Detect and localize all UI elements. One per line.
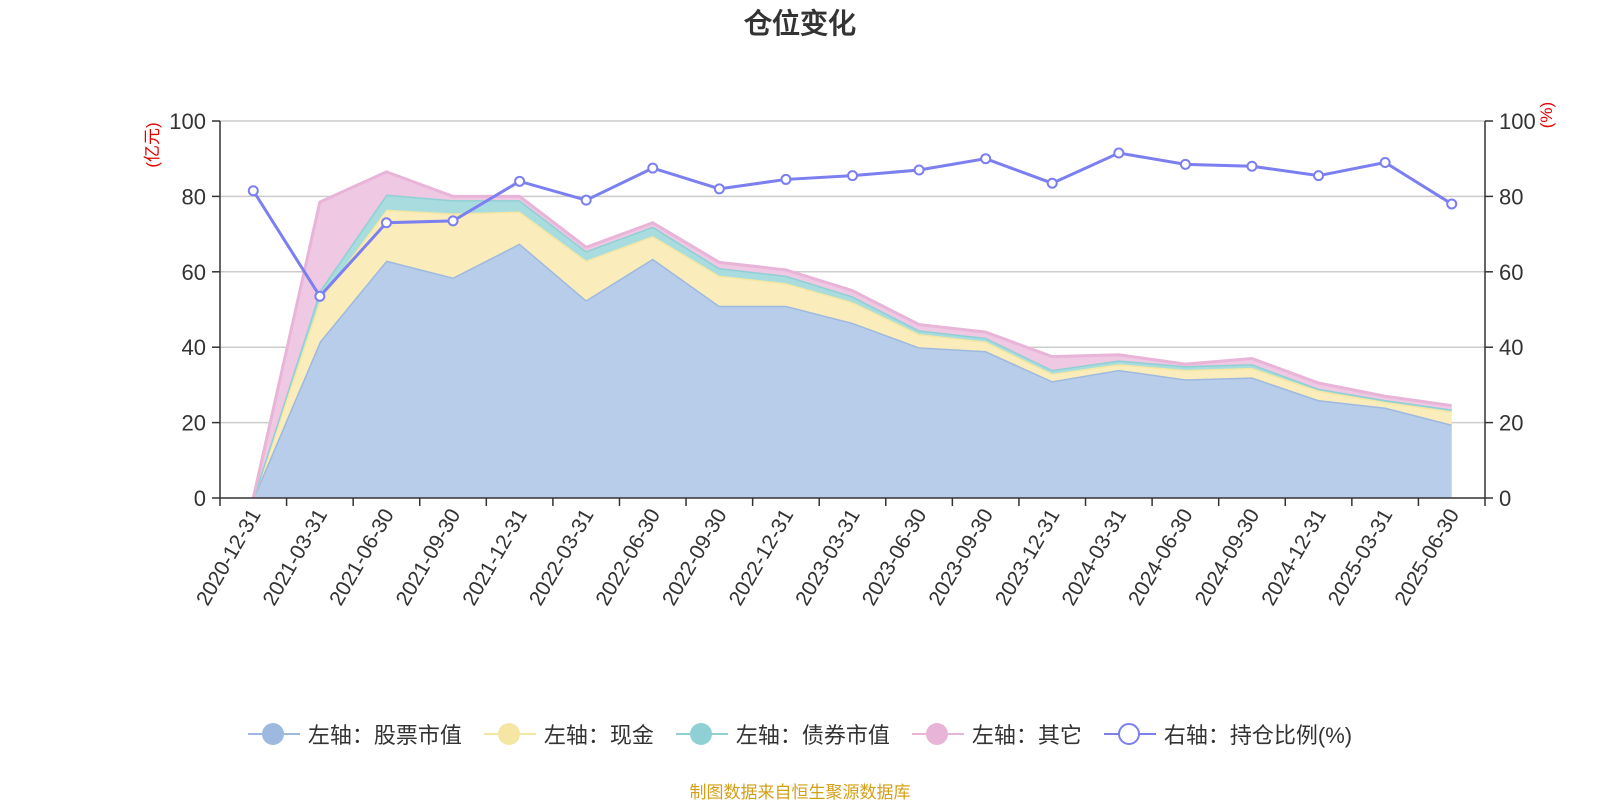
y-left-tick-label: 0: [194, 486, 206, 511]
ratio-point: [580, 194, 592, 206]
y-left-tick-label: 80: [182, 184, 206, 209]
x-tick-label: 2022-03-31: [525, 505, 599, 610]
ratio-point: [1313, 170, 1325, 182]
y-left-axis-label: (亿元): [143, 122, 162, 167]
legend-item[interactable]: 右轴：持仓比例(%): [1103, 718, 1353, 750]
ratio-point: [1379, 156, 1391, 168]
x-tick-label: 2023-12-31: [991, 505, 1065, 610]
area-edge: [251, 170, 1452, 499]
x-tick-label: 2023-03-31: [791, 505, 865, 610]
y-left-tick-label: 100: [169, 109, 206, 134]
ratio-point: [1113, 147, 1125, 159]
x-tick-label: 2022-09-30: [658, 505, 732, 610]
x-tick-label: 2020-12-31: [192, 505, 266, 610]
ratio-point: [1446, 198, 1458, 210]
ratio-point: [847, 170, 858, 182]
legend-label: 左轴：股票市值: [307, 723, 462, 748]
x-tick-label: 2023-09-30: [924, 505, 998, 610]
x-tick-label: 2025-03-31: [1324, 505, 1398, 610]
legend: 左轴：股票市值 左轴：现金 左轴：债券市值 左轴：其它 右轴：持仓比例(%): [0, 718, 1600, 750]
x-tick-label: 2023-06-30: [858, 505, 932, 610]
legend-swatch: [247, 721, 300, 747]
ratio-line-series: [247, 147, 1458, 302]
y-right-axis-label: (%): [1537, 102, 1556, 128]
legend-swatch: [675, 721, 728, 747]
legend-swatch: [483, 721, 536, 747]
ratio-point: [780, 173, 792, 185]
x-tick-label: 2022-12-31: [725, 505, 799, 610]
x-tick-label: 2021-12-31: [458, 505, 532, 610]
x-tick-label: 2024-06-30: [1124, 505, 1198, 610]
ratio-point: [380, 217, 392, 229]
ratio-point: [1246, 160, 1258, 172]
ratio-point: [647, 162, 659, 174]
y-right-tick-label: 80: [1499, 184, 1523, 209]
legend-swatch: [1103, 721, 1156, 747]
ratio-point: [447, 215, 459, 227]
legend-label: 右轴：持仓比例(%): [1163, 723, 1353, 748]
legend-swatch: [911, 721, 964, 747]
ratio-point: [980, 153, 992, 165]
legend-item[interactable]: 左轴：现金: [483, 718, 654, 750]
legend-item[interactable]: 左轴：债券市值: [675, 718, 890, 750]
legend-label: 左轴：现金: [543, 723, 654, 748]
y-left-tick-label: 20: [182, 411, 206, 436]
x-tick-label: 2022-06-30: [591, 505, 665, 610]
chart-title: 仓位变化: [743, 8, 856, 39]
y-right-tick-label: 0: [1499, 486, 1511, 511]
ratio-point: [713, 183, 725, 195]
x-tick-label: 2024-12-31: [1257, 505, 1331, 610]
y-right-tick-label: 100: [1499, 109, 1536, 134]
x-tick-label: 2025-06-30: [1390, 505, 1464, 610]
x-tick-label: 2021-03-31: [259, 505, 333, 610]
legend-label: 左轴：其它: [971, 723, 1082, 748]
legend-item[interactable]: 左轴：股票市值: [247, 718, 462, 750]
x-tick-label: 2024-03-31: [1058, 505, 1132, 610]
ratio-point: [1046, 177, 1058, 189]
x-tick-label: 2021-09-30: [392, 505, 466, 610]
ratio-point: [1179, 158, 1191, 170]
ratio-point: [247, 185, 259, 197]
ratio-point: [514, 175, 526, 187]
legend-item[interactable]: 左轴：其它: [911, 718, 1082, 750]
y-right-tick-label: 20: [1499, 411, 1523, 436]
y-right-tick-label: 40: [1499, 335, 1523, 360]
source-note: 制图数据来自恒生聚源数据库: [689, 783, 911, 802]
x-tick-label: 2024-09-30: [1191, 505, 1265, 610]
ratio-point: [314, 290, 326, 302]
chart-canvas: 0204060801000204060801002020-12-312021-0…: [143, 102, 1556, 610]
y-right-tick-label: 60: [1499, 260, 1523, 285]
area-e8b4d8: [253, 171, 1452, 498]
y-left-tick-label: 40: [182, 335, 206, 360]
axes: [212, 120, 1493, 506]
legend-label: 左轴：债券市值: [735, 723, 890, 748]
ratio-point: [913, 164, 925, 176]
y-left-tick-label: 60: [182, 260, 206, 285]
area-8fd0d4: [253, 194, 1452, 498]
x-tick-label: 2021-06-30: [325, 505, 399, 610]
area-series: [251, 170, 1453, 499]
area-9db9e0: [253, 243, 1452, 498]
